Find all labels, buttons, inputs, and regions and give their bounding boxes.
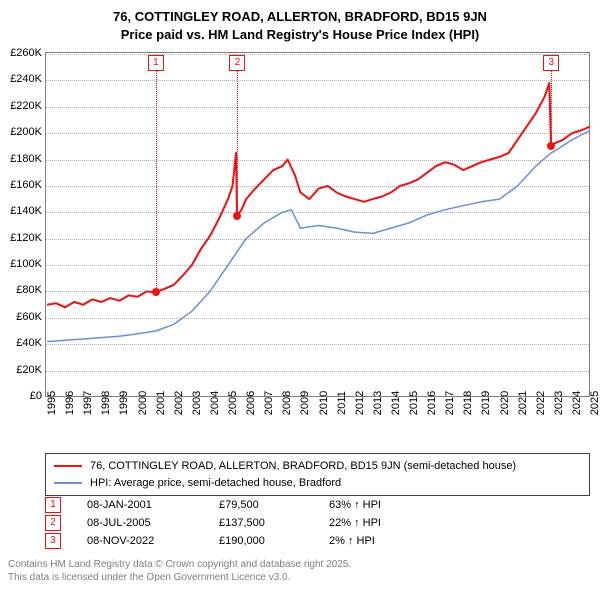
marker-badge: 1 [148, 55, 164, 71]
marker-dot [152, 288, 160, 296]
series-property [47, 83, 590, 307]
y-tick-label: £60K [16, 311, 42, 323]
transaction-diff: 2% ↑ HPI [329, 535, 590, 547]
transaction-price: £190,000 [219, 535, 329, 547]
y-tick-label: £40K [16, 337, 42, 349]
legend-label-property: 76, COTTINGLEY ROAD, ALLERTON, BRADFORD,… [90, 458, 516, 475]
marker-badge: 2 [229, 55, 245, 71]
y-tick-label: £220K [10, 100, 42, 112]
transaction-date: 08-JUL-2005 [87, 517, 219, 529]
table-row: 2 08-JUL-2005 £137,500 22% ↑ HPI [45, 514, 590, 532]
legend-row-hpi: HPI: Average price, semi-detached house,… [54, 475, 581, 492]
y-tick-label: £80K [16, 284, 42, 296]
transaction-price: £137,500 [219, 517, 329, 529]
transaction-price: £79,500 [219, 499, 329, 511]
y-tick-label: £120K [10, 232, 42, 244]
y-tick-label: £180K [10, 153, 42, 165]
footer-line-1: Contains HM Land Registry data © Crown c… [8, 558, 351, 571]
plot-area: 1 2 3 [45, 52, 590, 397]
y-tick-label: £240K [10, 73, 42, 85]
legend-row-property: 76, COTTINGLEY ROAD, ALLERTON, BRADFORD,… [54, 458, 581, 475]
transaction-badge: 2 [45, 515, 61, 531]
footer-note: Contains HM Land Registry data © Crown c… [8, 558, 351, 584]
series-hpi [47, 131, 590, 342]
marker-line [551, 71, 552, 146]
chart-title-block: 76, COTTINGLEY ROAD, ALLERTON, BRADFORD,… [0, 0, 600, 43]
table-row: 1 08-JAN-2001 £79,500 63% ↑ HPI [45, 496, 590, 514]
marker-dot [547, 142, 555, 150]
transaction-badge: 3 [45, 533, 61, 549]
table-row: 3 08-NOV-2022 £190,000 2% ↑ HPI [45, 532, 590, 550]
marker-line [237, 71, 238, 216]
legend-box: 76, COTTINGLEY ROAD, ALLERTON, BRADFORD,… [45, 453, 590, 496]
title-line-2: Price paid vs. HM Land Registry's House … [0, 26, 600, 44]
transaction-badge: 1 [45, 497, 61, 513]
legend-swatch-property [54, 465, 82, 467]
y-tick-label: £20K [16, 364, 42, 376]
transaction-date: 08-JAN-2001 [87, 499, 219, 511]
page-root: 76, COTTINGLEY ROAD, ALLERTON, BRADFORD,… [0, 0, 600, 590]
y-tick-label: £140K [10, 205, 42, 217]
transaction-diff: 22% ↑ HPI [329, 517, 590, 529]
title-line-1: 76, COTTINGLEY ROAD, ALLERTON, BRADFORD,… [0, 8, 600, 26]
y-tick-label: £0 [30, 390, 42, 402]
transaction-date: 08-NOV-2022 [87, 535, 219, 547]
y-tick-label: £200K [10, 126, 42, 138]
chart-svg [46, 53, 591, 398]
legend-swatch-hpi [54, 482, 82, 484]
transactions-table: 1 08-JAN-2001 £79,500 63% ↑ HPI 2 08-JUL… [45, 496, 590, 550]
y-tick-label: £160K [10, 179, 42, 191]
y-tick-label: £260K [10, 47, 42, 59]
footer-line-2: This data is licensed under the Open Gov… [8, 571, 351, 584]
marker-dot [233, 212, 241, 220]
marker-line [156, 71, 157, 292]
legend-label-hpi: HPI: Average price, semi-detached house,… [90, 475, 341, 492]
transaction-diff: 63% ↑ HPI [329, 499, 590, 511]
marker-badge: 3 [543, 55, 559, 71]
plot-area-wrap: 123 199519961997199819992000200120022003… [45, 52, 590, 422]
y-tick-label: £100K [10, 258, 42, 270]
